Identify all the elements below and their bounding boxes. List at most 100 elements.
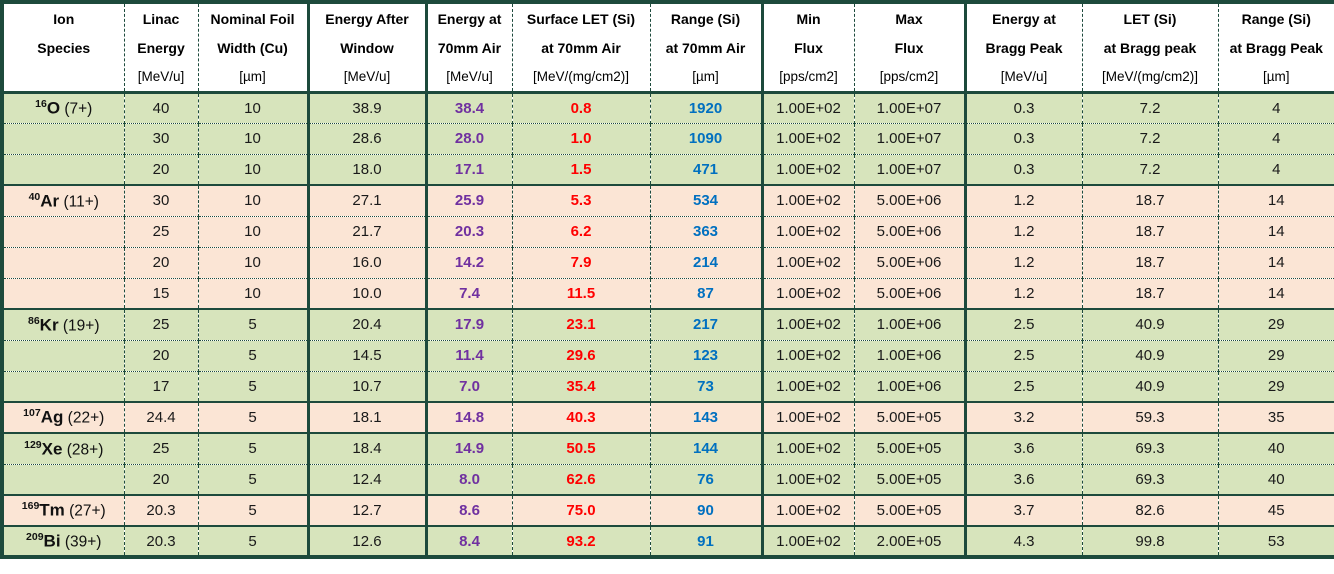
table-row: 20 5 14.5 11.4 29.6 123 1.00E+02 1.00E+06 2.5 40.… [2, 339, 1334, 371]
cell-energy-after-window: 10.7 [306, 370, 426, 402]
column-header-foil-width: Nominal Foil Width (Cu) [µm] [197, 2, 308, 92]
cell-linac-energy: 20.3 [123, 525, 198, 557]
cell-surface-let-70mm: 5.3 [511, 184, 650, 216]
cell-energy-after-window: 38.9 [306, 92, 426, 123]
column-header-max-flux: Max Flux [pps/cm2] [853, 2, 965, 92]
cell-energy-bragg-peak: 2.5 [963, 308, 1082, 340]
cell-foil-width: 5 [197, 525, 308, 557]
cell-range-70mm: 217 [649, 308, 762, 340]
cell-min-flux: 1.00E+02 [760, 122, 854, 154]
cell-range-70mm: 87 [649, 277, 762, 309]
cell-min-flux: 1.00E+02 [760, 370, 854, 402]
cell-surface-let-70mm: 35.4 [511, 370, 650, 402]
ion-beam-parameters-table: Ion Species Linac Energy [MeV/u] Nominal Foi… [0, 0, 1334, 559]
cell-foil-width: 10 [197, 184, 308, 216]
cell-let-bragg-peak: 18.7 [1081, 184, 1218, 216]
cell-energy-bragg-peak: 2.5 [963, 370, 1082, 402]
cell-range-70mm: 90 [649, 494, 762, 526]
column-header-let-bragg-peak: LET (Si) at Bragg peak [MeV/(mg/cm2)] [1081, 2, 1218, 92]
cell-foil-width: 10 [197, 122, 308, 154]
cell-range-bragg-peak: 14 [1217, 215, 1334, 247]
cell-energy-70mm-air: 14.2 [424, 246, 512, 278]
cell-range-70mm: 76 [649, 463, 762, 495]
cell-surface-let-70mm: 62.6 [511, 463, 650, 495]
table-row: 129Xe (28+) 25 5 18.4 14.9 50.5 144 1.00E+02 5.0… [2, 432, 1334, 464]
cell-range-bragg-peak: 29 [1217, 370, 1334, 402]
cell-min-flux: 1.00E+02 [760, 432, 854, 464]
cell-range-70mm: 1920 [649, 92, 762, 123]
cell-min-flux: 1.00E+02 [760, 215, 854, 247]
cell-linac-energy: 30 [123, 122, 198, 154]
cell-let-bragg-peak: 7.2 [1081, 153, 1218, 185]
cell-species [2, 370, 124, 402]
cell-species: 209Bi (39+) [2, 525, 124, 557]
cell-range-70mm: 363 [649, 215, 762, 247]
cell-range-70mm: 91 [649, 525, 762, 557]
cell-surface-let-70mm: 40.3 [511, 401, 650, 433]
cell-foil-width: 5 [197, 463, 308, 495]
cell-energy-70mm-air: 38.4 [424, 92, 512, 123]
cell-foil-width: 10 [197, 215, 308, 247]
table-row: 20 10 18.0 17.1 1.5 471 1.00E+02 1.00E+07 0.3 7.2… [2, 153, 1334, 185]
cell-surface-let-70mm: 75.0 [511, 494, 650, 526]
cell-linac-energy: 20 [123, 246, 198, 278]
cell-foil-width: 5 [197, 432, 308, 464]
cell-surface-let-70mm: 6.2 [511, 215, 650, 247]
cell-energy-after-window: 18.1 [306, 401, 426, 433]
table-row: 20 10 16.0 14.2 7.9 214 1.00E+02 5.00E+06 1.2 18.… [2, 246, 1334, 278]
cell-min-flux: 1.00E+02 [760, 308, 854, 340]
cell-min-flux: 1.00E+02 [760, 463, 854, 495]
cell-max-flux: 5.00E+06 [853, 184, 965, 216]
cell-range-70mm: 144 [649, 432, 762, 464]
cell-energy-70mm-air: 7.4 [424, 277, 512, 309]
cell-range-70mm: 534 [649, 184, 762, 216]
cell-range-bragg-peak: 29 [1217, 308, 1334, 340]
cell-surface-let-70mm: 1.0 [511, 122, 650, 154]
column-header-range-bragg-peak: Range (Si) at Bragg Peak [µm] [1217, 2, 1334, 92]
cell-let-bragg-peak: 40.9 [1081, 339, 1218, 371]
cell-let-bragg-peak: 7.2 [1081, 92, 1218, 123]
cell-let-bragg-peak: 40.9 [1081, 308, 1218, 340]
table-row: 17 5 10.7 7.0 35.4 73 1.00E+02 1.00E+06 2.5 40.9 2… [2, 370, 1334, 402]
cell-linac-energy: 25 [123, 432, 198, 464]
table-row: 16O (7+) 40 10 38.9 38.4 0.8 1920 1.00E+02 1.00E… [2, 92, 1334, 123]
table-row: 25 10 21.7 20.3 6.2 363 1.00E+02 5.00E+06 1.2 18.… [2, 215, 1334, 247]
cell-energy-bragg-peak: 3.6 [963, 432, 1082, 464]
cell-energy-bragg-peak: 0.3 [963, 92, 1082, 123]
cell-energy-bragg-peak: 3.2 [963, 401, 1082, 433]
cell-let-bragg-peak: 59.3 [1081, 401, 1218, 433]
table-row: 107Ag (22+) 24.4 5 18.1 14.8 40.3 143 1.00E+02 5… [2, 401, 1334, 433]
cell-range-70mm: 1090 [649, 122, 762, 154]
cell-energy-bragg-peak: 1.2 [963, 246, 1082, 278]
cell-energy-70mm-air: 8.4 [424, 525, 512, 557]
cell-surface-let-70mm: 1.5 [511, 153, 650, 185]
cell-energy-after-window: 18.4 [306, 432, 426, 464]
cell-species [2, 153, 124, 185]
cell-range-bragg-peak: 40 [1217, 432, 1334, 464]
cell-range-bragg-peak: 35 [1217, 401, 1334, 433]
cell-linac-energy: 24.4 [123, 401, 198, 433]
cell-max-flux: 5.00E+06 [853, 215, 965, 247]
cell-min-flux: 1.00E+02 [760, 277, 854, 309]
table-row: 20 5 12.4 8.0 62.6 76 1.00E+02 5.00E+05 3.6 69.3 4… [2, 463, 1334, 495]
cell-range-70mm: 73 [649, 370, 762, 402]
cell-max-flux: 1.00E+06 [853, 339, 965, 371]
cell-max-flux: 5.00E+06 [853, 246, 965, 278]
cell-energy-bragg-peak: 3.7 [963, 494, 1082, 526]
column-header-energy-after-window: Energy After Window [MeV/u] [306, 2, 426, 92]
cell-energy-after-window: 12.6 [306, 525, 426, 557]
cell-max-flux: 1.00E+06 [853, 370, 965, 402]
cell-range-bragg-peak: 14 [1217, 246, 1334, 278]
cell-surface-let-70mm: 0.8 [511, 92, 650, 123]
cell-energy-bragg-peak: 0.3 [963, 122, 1082, 154]
cell-energy-70mm-air: 7.0 [424, 370, 512, 402]
cell-foil-width: 5 [197, 370, 308, 402]
table-row: 209Bi (39+) 20.3 5 12.6 8.4 93.2 91 1.00E+02 2.0… [2, 525, 1334, 557]
column-header-range-70mm: Range (Si) at 70mm Air [µm] [649, 2, 762, 92]
cell-energy-70mm-air: 28.0 [424, 122, 512, 154]
cell-linac-energy: 20 [123, 463, 198, 495]
cell-max-flux: 1.00E+07 [853, 153, 965, 185]
cell-species: 40Ar (11+) [2, 184, 124, 216]
cell-linac-energy: 20 [123, 339, 198, 371]
